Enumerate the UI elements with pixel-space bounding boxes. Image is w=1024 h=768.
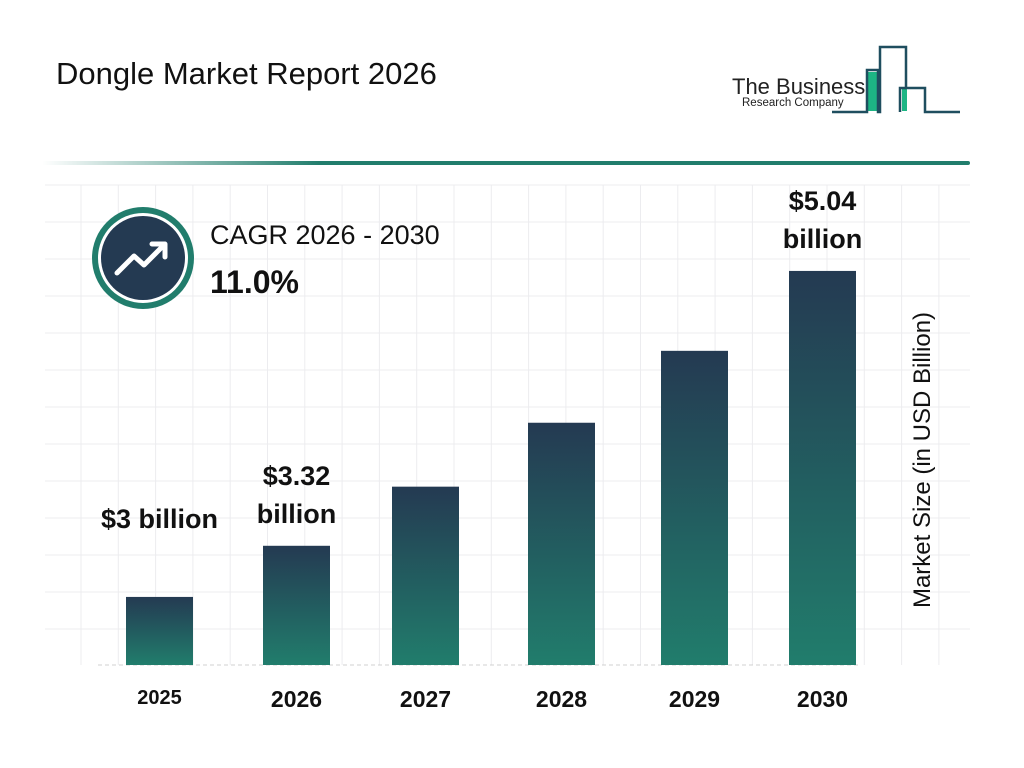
company-logo: The Business Research Company xyxy=(720,40,970,120)
logo-buildings-icon xyxy=(832,45,960,114)
bar-2026 xyxy=(263,545,330,665)
x-tick-label: 2026 xyxy=(271,686,322,712)
cagr-trend-icon xyxy=(92,207,194,309)
y-axis-label: Market Size (in USD Billion) xyxy=(909,311,936,609)
data-label: $3 billion xyxy=(101,504,218,534)
data-label: $3.32 billion xyxy=(257,461,336,529)
cagr-value: 11.0% xyxy=(210,264,299,300)
bar-2025 xyxy=(126,596,193,665)
data-label: $5.04 billion xyxy=(783,186,862,254)
x-tick-label: 2027 xyxy=(400,686,451,712)
logo-line2: Research Company xyxy=(742,97,844,109)
x-tick-label: 2029 xyxy=(669,686,720,712)
bar-2028 xyxy=(528,422,595,665)
logo-line1: The Business xyxy=(732,74,866,99)
bar-2027 xyxy=(392,486,459,665)
x-tick-label: 2025 xyxy=(137,687,182,709)
page-title: Dongle Market Report 2026 xyxy=(56,56,437,91)
bar-2029 xyxy=(661,350,728,665)
cagr-label: CAGR 2026 - 2030 xyxy=(210,220,440,250)
bar-2030 xyxy=(789,270,856,665)
x-tick-label: 2028 xyxy=(536,686,587,712)
header-divider xyxy=(42,161,970,165)
x-tick-label: 2030 xyxy=(797,686,848,712)
